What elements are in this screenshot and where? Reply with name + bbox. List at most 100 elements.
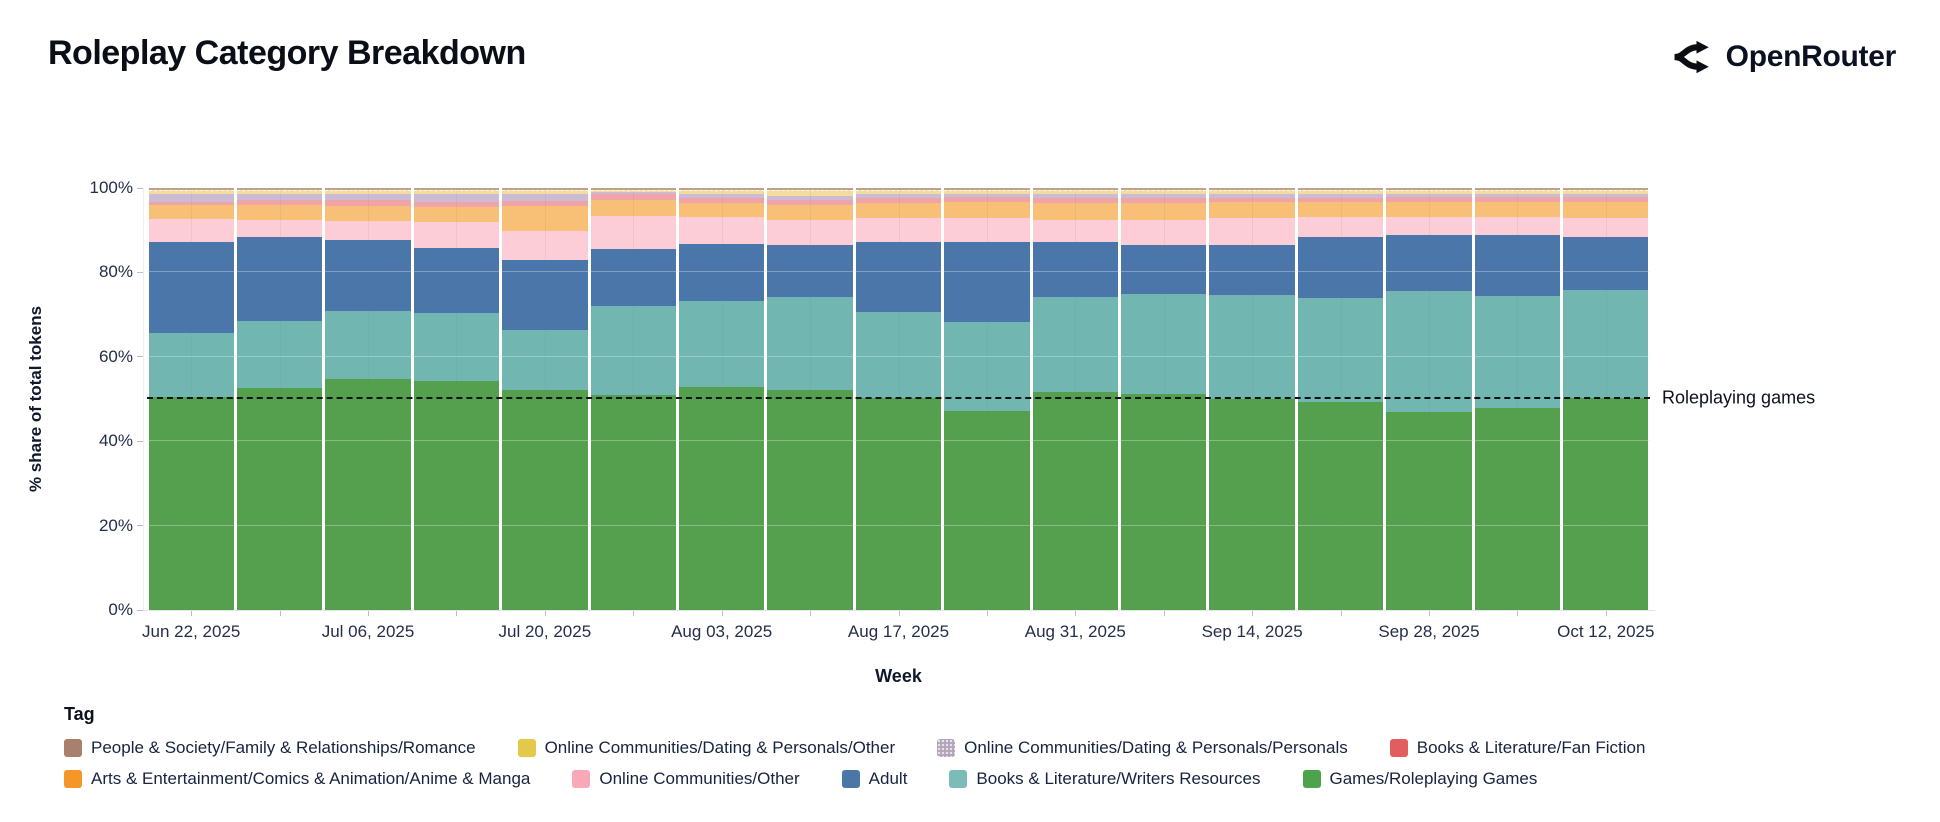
bar-segment[interactable] [590, 188, 676, 190]
bar-segment[interactable] [590, 189, 676, 193]
bar-segment[interactable] [1563, 188, 1649, 190]
bar-week[interactable] [1032, 188, 1119, 610]
bar-week[interactable] [855, 188, 942, 610]
bar-segment[interactable] [236, 236, 323, 321]
bar-segment[interactable] [502, 188, 588, 190]
bar-segment[interactable] [767, 390, 853, 610]
bar-segment[interactable] [767, 195, 853, 200]
bar-segment[interactable] [1297, 401, 1384, 610]
bar-week[interactable] [767, 188, 853, 610]
bar-segment[interactable] [325, 379, 411, 610]
bar-segment[interactable] [1563, 197, 1649, 202]
bar-segment[interactable] [1297, 188, 1384, 190]
legend-item[interactable]: Online Communities/Dating & Personals/Ot… [517, 738, 895, 758]
bar-segment[interactable] [944, 201, 1030, 219]
bar-segment[interactable] [325, 188, 411, 190]
bar-segment[interactable] [1209, 398, 1295, 610]
bar-segment[interactable] [590, 306, 676, 395]
bar-segment[interactable] [502, 189, 588, 194]
bar-segment[interactable] [678, 188, 765, 190]
bar-segment[interactable] [855, 217, 942, 242]
bar-segment[interactable] [1563, 218, 1649, 237]
bar-week[interactable] [325, 188, 411, 610]
bar-segment[interactable] [1297, 298, 1384, 402]
bar-week[interactable] [678, 188, 765, 610]
bar-segment[interactable] [1474, 189, 1561, 194]
bar-segment[interactable] [502, 193, 588, 202]
bar-segment[interactable] [678, 244, 765, 302]
bar-segment[interactable] [1563, 189, 1649, 194]
bar-week[interactable] [590, 188, 676, 610]
bar-segment[interactable] [1297, 236, 1384, 299]
bar-segment[interactable] [413, 201, 500, 208]
bar-segment[interactable] [148, 332, 234, 397]
bar-segment[interactable] [855, 189, 942, 194]
bar-segment[interactable] [944, 193, 1030, 197]
bar-segment[interactable] [944, 410, 1030, 610]
bar-segment[interactable] [1474, 197, 1561, 202]
bar-segment[interactable] [1474, 201, 1561, 218]
bar-segment[interactable] [1474, 193, 1561, 198]
bar-segment[interactable] [767, 189, 853, 196]
bar-segment[interactable] [502, 201, 588, 207]
bar-segment[interactable] [236, 388, 323, 610]
bar-segment[interactable] [1297, 216, 1384, 237]
bar-segment[interactable] [1209, 189, 1295, 194]
bar-segment[interactable] [590, 194, 676, 200]
bar-segment[interactable] [148, 204, 234, 219]
bar-week[interactable] [1209, 188, 1295, 610]
bar-segment[interactable] [325, 239, 411, 311]
bar-segment[interactable] [1297, 189, 1384, 194]
bar-segment[interactable] [1297, 193, 1384, 198]
bar-segment[interactable] [1032, 189, 1119, 195]
bar-segment[interactable] [236, 190, 323, 195]
bar-week[interactable] [1563, 188, 1649, 610]
bar-segment[interactable] [236, 204, 323, 220]
bar-segment[interactable] [944, 321, 1030, 411]
bar-segment[interactable] [1209, 193, 1295, 198]
bar-segment[interactable] [148, 188, 234, 190]
bar-segment[interactable] [1209, 188, 1295, 190]
bar-segment[interactable] [502, 259, 588, 330]
bar-week[interactable] [1297, 188, 1384, 610]
bar-segment[interactable] [1121, 189, 1207, 195]
bar-segment[interactable] [1121, 220, 1207, 245]
bar-segment[interactable] [1121, 293, 1207, 394]
bar-segment[interactable] [767, 199, 853, 205]
bar-segment[interactable] [678, 189, 765, 194]
bar-segment[interactable] [1032, 220, 1119, 243]
legend-item[interactable]: Games/Roleplaying Games [1302, 769, 1537, 789]
bar-segment[interactable] [1032, 188, 1119, 190]
bar-week[interactable] [1474, 188, 1561, 610]
bar-segment[interactable] [1032, 242, 1119, 297]
bar-segment[interactable] [1121, 245, 1207, 294]
bar-segment[interactable] [1032, 194, 1119, 199]
bar-segment[interactable] [413, 312, 500, 382]
bar-week[interactable] [944, 188, 1030, 610]
bar-segment[interactable] [1386, 201, 1472, 217]
bar-segment[interactable] [1297, 202, 1384, 217]
bar-week[interactable] [502, 188, 588, 610]
legend-item[interactable]: Online Communities/Other [572, 769, 800, 789]
bar-segment[interactable] [678, 203, 765, 217]
bar-segment[interactable] [1386, 188, 1472, 190]
bar-segment[interactable] [413, 221, 500, 249]
bar-segment[interactable] [1209, 218, 1295, 245]
bar-segment[interactable] [236, 199, 323, 205]
bar-segment[interactable] [1386, 197, 1472, 202]
bar-segment[interactable] [855, 198, 942, 204]
bar-segment[interactable] [148, 241, 234, 333]
bar-segment[interactable] [767, 204, 853, 221]
bar-segment[interactable] [1209, 202, 1295, 219]
bar-segment[interactable] [502, 329, 588, 391]
bar-segment[interactable] [413, 193, 500, 202]
bar-segment[interactable] [1386, 411, 1472, 610]
bar-segment[interactable] [502, 390, 588, 610]
bar-segment[interactable] [855, 311, 942, 399]
bar-segment[interactable] [678, 198, 765, 204]
bar-segment[interactable] [1121, 198, 1207, 204]
bar-segment[interactable] [1474, 296, 1561, 409]
bar-segment[interactable] [855, 193, 942, 199]
legend-item[interactable]: Arts & Entertainment/Comics & Animation/… [64, 769, 530, 789]
bar-segment[interactable] [148, 189, 234, 195]
